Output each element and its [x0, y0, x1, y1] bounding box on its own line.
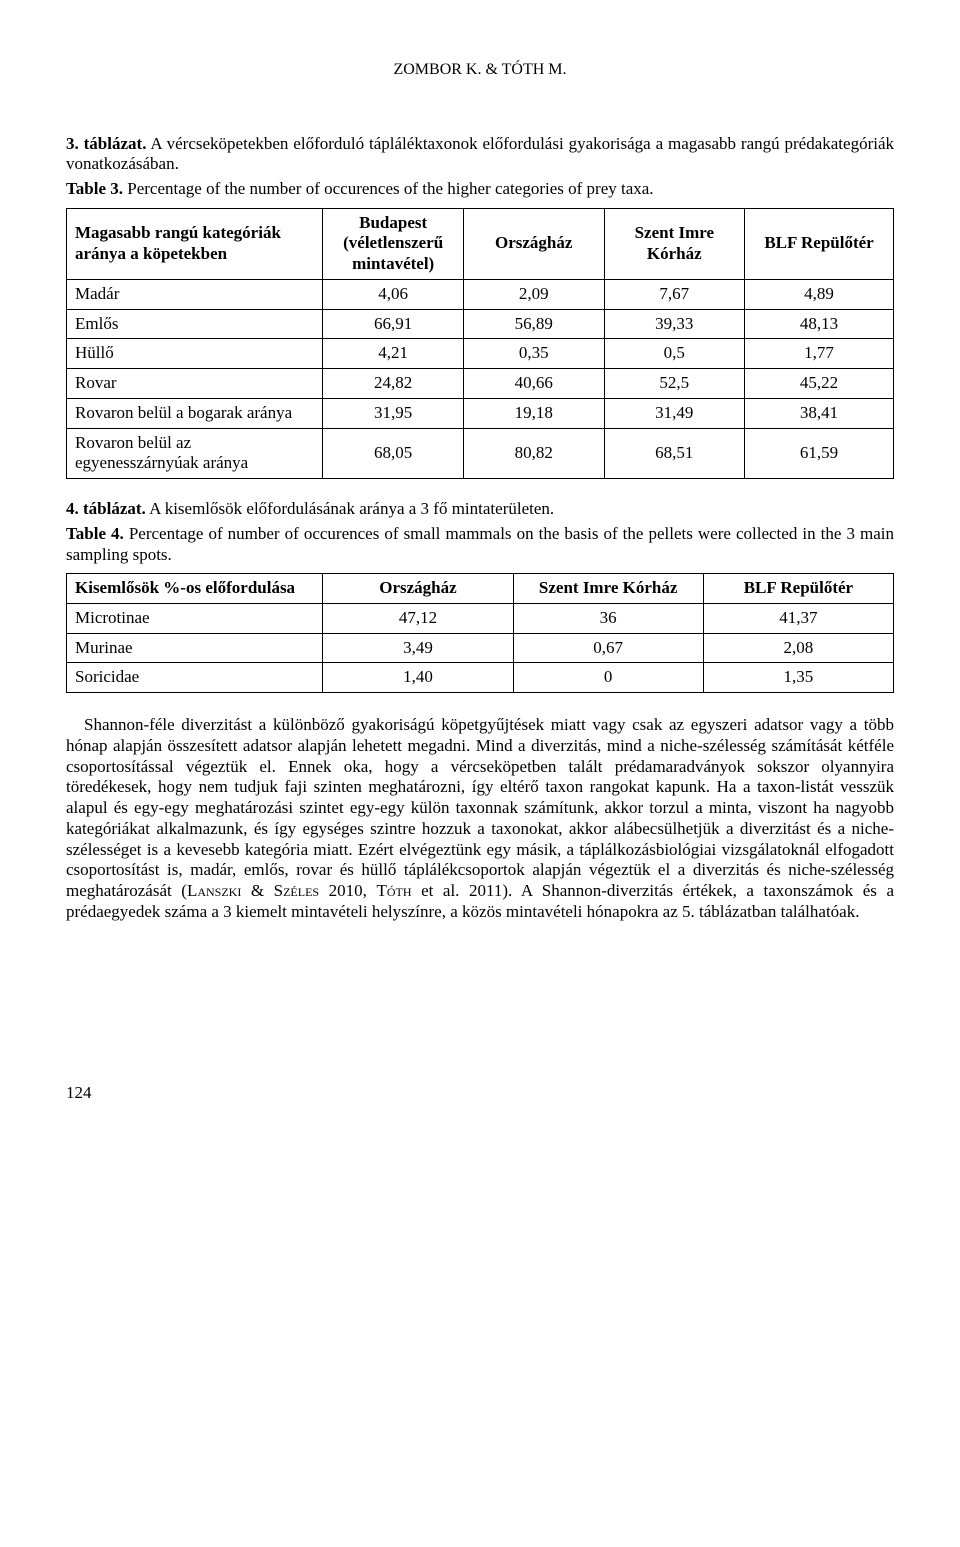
table-cell: 19,18 [463, 398, 604, 428]
table-cell: 7,67 [604, 279, 745, 309]
table-cell: 80,82 [463, 428, 604, 478]
table4-col2: Szent Imre Kórház [513, 574, 703, 604]
table4: Kisemlősök %-os előfordulása Országház S… [66, 573, 894, 693]
table-cell: 0,5 [604, 339, 745, 369]
table-cell: 1,40 [323, 663, 513, 693]
table4-col3: BLF Repülőtér [703, 574, 893, 604]
table-cell: 31,95 [323, 398, 464, 428]
table-cell: 4,21 [323, 339, 464, 369]
table-row: Madár 4,06 2,09 7,67 4,89 [67, 279, 894, 309]
table-cell: 41,37 [703, 604, 893, 634]
table-row: Murinae 3,49 0,67 2,08 [67, 633, 894, 663]
table-cell: 0,67 [513, 633, 703, 663]
table4-caption-hu: 4. táblázat. A kisemlősök előfordulásána… [66, 499, 894, 520]
table3-col3: Szent Imre Kórház [604, 208, 745, 279]
table-cell: Rovaron belül az egyenesszárnyúak aránya [67, 428, 323, 478]
table3-col4: BLF Repülőtér [745, 208, 894, 279]
table-cell: 31,49 [604, 398, 745, 428]
table-cell: Soricidae [67, 663, 323, 693]
table3-caption-en-label: Table 3. [66, 179, 123, 198]
table3-caption-en-text: Percentage of the number of occurences o… [123, 179, 654, 198]
table-cell: 52,5 [604, 369, 745, 399]
table-row: Rovaron belül az egyenesszárnyúak aránya… [67, 428, 894, 478]
table4-caption-hu-label: 4. táblázat. [66, 499, 146, 518]
table3-caption-hu-text: A vércseköpetekben előforduló táplálékta… [66, 134, 894, 174]
table-cell: Emlős [67, 309, 323, 339]
table-cell: 2,09 [463, 279, 604, 309]
table-cell: 66,91 [323, 309, 464, 339]
table4-caption-en: Table 4. Percentage of number of occuren… [66, 524, 894, 565]
ref-lanszki-szeles: Lanszki & Széles [187, 881, 319, 900]
body-text-a: Shannon-féle diverzitást a különböző gya… [66, 715, 894, 900]
table-cell: 38,41 [745, 398, 894, 428]
table-cell: Hüllő [67, 339, 323, 369]
table-cell: 4,06 [323, 279, 464, 309]
table-cell: Murinae [67, 633, 323, 663]
table-cell: 48,13 [745, 309, 894, 339]
table4-caption-en-label: Table 4. [66, 524, 124, 543]
table-row: Hüllő 4,21 0,35 0,5 1,77 [67, 339, 894, 369]
table-cell: 0 [513, 663, 703, 693]
table-cell: Microtinae [67, 604, 323, 634]
table3-col2: Országház [463, 208, 604, 279]
table-cell: 39,33 [604, 309, 745, 339]
table-row: Magasabb rangú kategóriák aránya a köpet… [67, 208, 894, 279]
table-row: Soricidae 1,40 0 1,35 [67, 663, 894, 693]
table3-caption-en: Table 3. Percentage of the number of occ… [66, 179, 894, 200]
table-cell: 1,35 [703, 663, 893, 693]
table-cell: 56,89 [463, 309, 604, 339]
page-number: 124 [66, 1083, 894, 1104]
table-cell: 3,49 [323, 633, 513, 663]
table-cell: Rovaron belül a bogarak aránya [67, 398, 323, 428]
table-cell: 45,22 [745, 369, 894, 399]
table3-caption-hu-label: 3. táblázat. [66, 134, 146, 153]
body-paragraph: Shannon-féle diverzitást a különböző gya… [66, 715, 894, 922]
table4-col0: Kisemlősök %-os előfordulása [67, 574, 323, 604]
table-cell: Madár [67, 279, 323, 309]
table-cell: 40,66 [463, 369, 604, 399]
table-row: Rovar 24,82 40,66 52,5 45,22 [67, 369, 894, 399]
table3-col0: Magasabb rangú kategóriák aránya a köpet… [67, 208, 323, 279]
table3-col1: Budapest (véletlenszerű mintavétel) [323, 208, 464, 279]
table-cell: 4,89 [745, 279, 894, 309]
table-row: Microtinae 47,12 36 41,37 [67, 604, 894, 634]
table4-caption-en-text: Percentage of number of occurences of sm… [66, 524, 894, 564]
page-header-authors: ZOMBOR K. & TÓTH M. [66, 60, 894, 80]
table-cell: 1,77 [745, 339, 894, 369]
table-row: Emlős 66,91 56,89 39,33 48,13 [67, 309, 894, 339]
table-row: Rovaron belül a bogarak aránya 31,95 19,… [67, 398, 894, 428]
table-cell: 47,12 [323, 604, 513, 634]
table-cell: Rovar [67, 369, 323, 399]
table-cell: 68,51 [604, 428, 745, 478]
table-cell: 68,05 [323, 428, 464, 478]
table4-col1: Országház [323, 574, 513, 604]
table4-caption-hu-text: A kisemlősök előfordulásának aránya a 3 … [146, 499, 554, 518]
table3: Magasabb rangú kategóriák aránya a köpet… [66, 208, 894, 479]
body-text-mid1: 2010, [319, 881, 376, 900]
table-cell: 36 [513, 604, 703, 634]
table-cell: 61,59 [745, 428, 894, 478]
ref-toth: Tóth [376, 881, 411, 900]
table-row: Kisemlősök %-os előfordulása Országház S… [67, 574, 894, 604]
table-cell: 0,35 [463, 339, 604, 369]
table3-caption-hu: 3. táblázat. A vércseköpetekben előfordu… [66, 134, 894, 175]
table-cell: 24,82 [323, 369, 464, 399]
table-cell: 2,08 [703, 633, 893, 663]
